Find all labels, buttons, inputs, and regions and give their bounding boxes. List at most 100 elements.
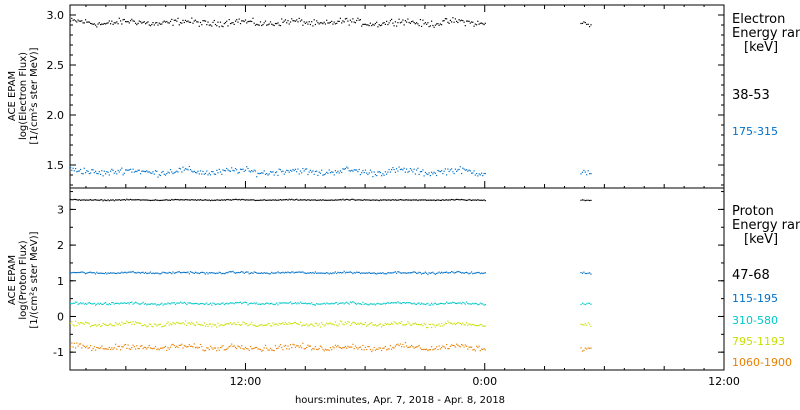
data-point xyxy=(373,272,375,274)
data-point xyxy=(473,25,475,27)
data-point xyxy=(87,322,89,324)
data-point xyxy=(389,272,391,274)
data-point xyxy=(401,21,403,23)
data-point xyxy=(453,173,455,175)
data-point xyxy=(103,348,105,350)
data-point xyxy=(157,199,159,201)
data-point xyxy=(392,323,394,325)
data-point xyxy=(398,345,400,347)
data-point xyxy=(140,199,142,201)
data-point xyxy=(286,22,288,24)
data-point xyxy=(108,174,110,176)
data-point xyxy=(322,199,324,201)
data-point xyxy=(363,303,365,305)
data-point xyxy=(110,303,112,305)
data-point xyxy=(364,23,366,25)
data-point xyxy=(249,302,252,304)
data-point xyxy=(80,322,82,324)
data-point xyxy=(198,323,200,326)
data-point xyxy=(449,302,451,304)
data-point xyxy=(201,24,203,26)
data-point xyxy=(468,303,470,305)
data-point xyxy=(411,272,413,274)
data-point xyxy=(183,21,185,24)
data-point xyxy=(224,272,227,274)
data-point xyxy=(75,320,77,322)
data-point xyxy=(218,303,220,305)
data-point xyxy=(323,199,325,201)
data-point xyxy=(399,199,401,201)
data-point xyxy=(358,168,360,171)
data-point xyxy=(274,323,277,325)
data-point xyxy=(274,303,277,305)
data-point xyxy=(188,21,190,23)
data-point xyxy=(422,169,424,171)
data-point xyxy=(302,24,304,26)
data-point xyxy=(479,174,481,176)
data-point xyxy=(327,323,329,325)
data-point xyxy=(438,271,440,273)
data-point xyxy=(159,273,162,275)
data-point xyxy=(373,171,375,173)
data-point xyxy=(306,168,308,170)
data-point xyxy=(123,18,125,21)
data-point xyxy=(346,347,348,349)
data-point xyxy=(347,271,349,274)
data-point xyxy=(354,199,356,201)
legend-electron-38-53: 38-53 xyxy=(732,88,770,103)
data-point xyxy=(181,272,183,274)
data-point xyxy=(408,272,410,274)
data-point xyxy=(363,172,365,174)
data-point xyxy=(164,303,167,305)
data-point xyxy=(115,199,117,201)
data-point xyxy=(102,322,104,324)
data-point xyxy=(463,323,465,326)
data-point xyxy=(586,23,588,25)
data-point xyxy=(456,271,458,273)
data-point xyxy=(313,348,315,350)
data-point xyxy=(282,271,284,273)
data-point xyxy=(234,272,237,274)
data-point xyxy=(208,24,210,26)
data-point xyxy=(409,272,411,274)
data-point xyxy=(393,25,395,27)
data-point xyxy=(303,272,305,274)
data-point xyxy=(477,324,479,326)
x-axis-label: hours:minutes, Apr. 7, 2018 - Apr. 8, 20… xyxy=(294,395,506,406)
data-point xyxy=(387,24,389,26)
data-point xyxy=(257,172,259,174)
data-point xyxy=(127,199,129,201)
data-point xyxy=(86,345,88,347)
data-point xyxy=(333,272,335,274)
data-point xyxy=(248,170,250,172)
data-point xyxy=(187,322,189,324)
data-point xyxy=(123,302,125,304)
data-point xyxy=(341,171,343,173)
data-point xyxy=(251,170,253,172)
data-point xyxy=(334,199,336,201)
data-point xyxy=(587,199,589,201)
data-point xyxy=(108,200,110,202)
data-point xyxy=(193,20,195,22)
data-point xyxy=(303,348,305,350)
data-point xyxy=(443,170,445,172)
data-point xyxy=(289,199,292,201)
data-point xyxy=(399,302,401,304)
data-point xyxy=(296,303,298,305)
data-point xyxy=(447,199,449,201)
data-point xyxy=(347,20,349,22)
data-point xyxy=(224,349,227,351)
data-point xyxy=(72,302,74,304)
data-point xyxy=(341,347,343,350)
data-point xyxy=(237,271,239,274)
data-point xyxy=(274,272,277,274)
data-point xyxy=(456,343,458,345)
data-point xyxy=(256,302,258,304)
data-point xyxy=(337,345,339,347)
data-point xyxy=(299,271,302,273)
data-point xyxy=(428,323,430,326)
data-point xyxy=(201,324,203,326)
data-point xyxy=(292,168,294,171)
data-point xyxy=(224,199,227,201)
data-point xyxy=(143,324,145,326)
